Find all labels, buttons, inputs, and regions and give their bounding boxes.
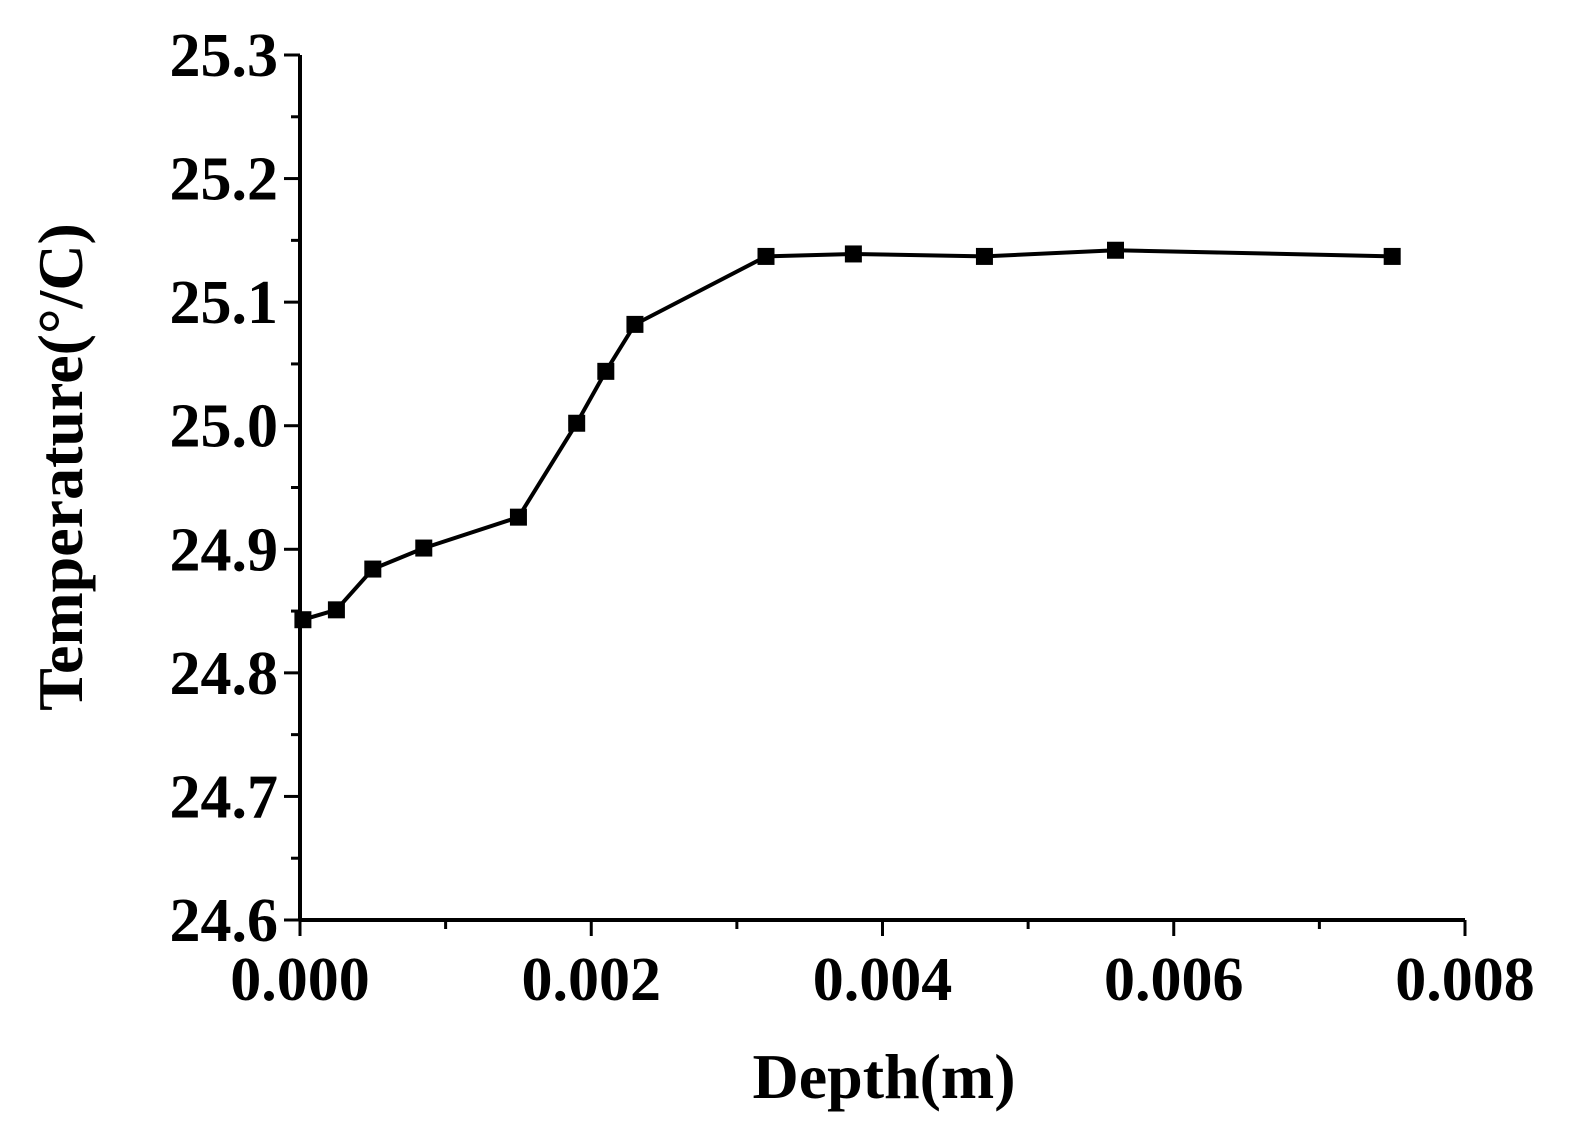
y-tick-label: 24.7 — [170, 763, 279, 831]
data-point-marker — [415, 539, 433, 557]
y-tick-label: 25.2 — [170, 146, 279, 214]
x-tick-label: 0.000 — [230, 946, 370, 1014]
data-point-marker — [1383, 247, 1401, 265]
y-tick-label: 25.3 — [170, 22, 279, 90]
y-axis-title: Temperature(°/C) — [25, 223, 96, 711]
x-axis-title: Depth(m) — [752, 1041, 1015, 1112]
data-series — [294, 241, 1401, 629]
x-tick-label: 0.008 — [1395, 946, 1535, 1014]
axis-titles: Depth(m) Temperature(°/C) — [25, 223, 1016, 1112]
data-point-marker — [509, 508, 527, 526]
y-tick-label: 24.9 — [170, 516, 279, 584]
axes — [298, 55, 1465, 922]
data-point-marker — [568, 414, 586, 432]
data-point-marker — [757, 247, 775, 265]
data-point-marker — [1107, 241, 1124, 259]
data-point-marker — [626, 315, 644, 333]
y-tick-label: 24.8 — [170, 640, 279, 708]
data-point-marker — [294, 611, 312, 629]
data-point-marker — [597, 362, 615, 380]
data-point-marker — [327, 601, 345, 619]
x-tick-label: 0.004 — [813, 946, 953, 1014]
y-tick-label: 24.6 — [170, 887, 279, 955]
data-point-marker — [975, 247, 993, 265]
data-point-marker — [844, 245, 862, 263]
series-line — [302, 248, 1393, 622]
y-tick-label: 25.1 — [170, 269, 279, 337]
x-tick-label: 0.006 — [1104, 946, 1244, 1014]
x-tick-label: 0.002 — [522, 946, 662, 1014]
data-point-marker — [364, 560, 382, 578]
y-tick-label: 25.0 — [170, 393, 279, 461]
tick-marks — [284, 53, 1467, 936]
tick-labels: 0.000 0.002 0.004 0.006 0.008 24.6 24.7 24.8 24.… — [170, 22, 1535, 1014]
